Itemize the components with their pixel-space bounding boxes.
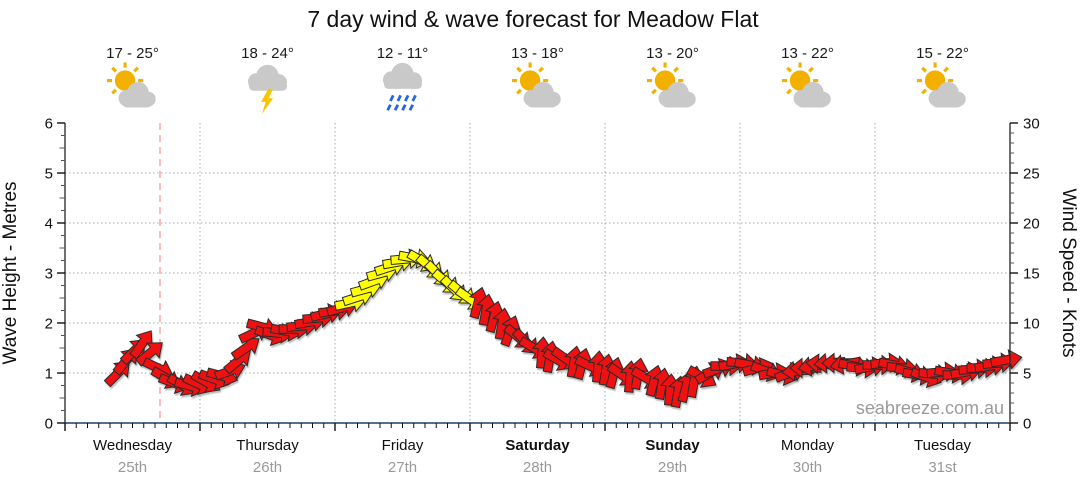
- day-label: Friday: [382, 437, 424, 454]
- svg-text:0: 0: [1023, 416, 1031, 433]
- temp-range: 18 - 24°: [241, 45, 294, 62]
- temp-range: 13 - 22°: [781, 45, 834, 62]
- svg-text:3: 3: [45, 266, 53, 283]
- axis-tick-labels: 0 1 2 3 4 5 6 0 5 10 15 20 25 30: [45, 116, 1040, 433]
- date-label: 25th: [118, 459, 147, 476]
- temp-range: 17 - 25°: [106, 45, 159, 62]
- weather-icon: [780, 62, 833, 110]
- date-label: 28th: [523, 459, 552, 476]
- svg-text:2: 2: [45, 316, 53, 333]
- chart-title: 7 day wind & wave forecast for Meadow Fl…: [307, 6, 759, 32]
- date-label: 27th: [388, 459, 417, 476]
- svg-text:15: 15: [1023, 266, 1040, 283]
- watermark: seabreeze.com.au: [856, 398, 1004, 418]
- right-axis-title: Wind Speed - Knots: [1058, 189, 1079, 358]
- weather-icon: [645, 62, 698, 110]
- weather-icon: [915, 62, 968, 110]
- axes: [57, 122, 1018, 431]
- day-label: Sunday: [645, 437, 700, 454]
- temp-range: 12 - 11°: [377, 45, 429, 62]
- temp-range: 15 - 22°: [916, 45, 969, 62]
- day-headers: 17 - 25° 18 - 24° 12 - 11° 13 - 18° 13 -…: [105, 45, 969, 114]
- weather-icon: [381, 62, 424, 112]
- svg-text:10: 10: [1023, 316, 1040, 333]
- svg-text:5: 5: [45, 166, 53, 183]
- weather-icon: [105, 62, 158, 110]
- weather-icon: [510, 62, 563, 110]
- temp-range: 13 - 18°: [511, 45, 564, 62]
- svg-text:4: 4: [45, 216, 53, 233]
- left-axis-title: Wave Height - Metres: [0, 181, 21, 364]
- date-label: 26th: [253, 459, 282, 476]
- day-label: Monday: [781, 437, 835, 454]
- svg-text:30: 30: [1023, 116, 1040, 133]
- svg-text:20: 20: [1023, 216, 1040, 233]
- day-footers: Wednesday 25th Thursday 26th Friday 27th Sa…: [93, 437, 971, 476]
- wind-arrow-series: [103, 248, 1023, 409]
- svg-text:0: 0: [45, 416, 53, 433]
- date-label: 31st: [928, 459, 957, 476]
- svg-text:1: 1: [45, 366, 53, 383]
- date-label: 29th: [658, 459, 687, 476]
- temp-range: 13 - 20°: [646, 45, 699, 62]
- svg-text:5: 5: [1023, 366, 1031, 383]
- day-label: Wednesday: [93, 437, 172, 454]
- day-label: Saturday: [505, 437, 570, 454]
- svg-text:6: 6: [45, 116, 53, 133]
- date-label: 30th: [793, 459, 822, 476]
- day-label: Tuesday: [914, 437, 971, 454]
- weather-icon: [248, 64, 287, 114]
- svg-text:25: 25: [1023, 166, 1040, 183]
- day-label: Thursday: [236, 437, 299, 454]
